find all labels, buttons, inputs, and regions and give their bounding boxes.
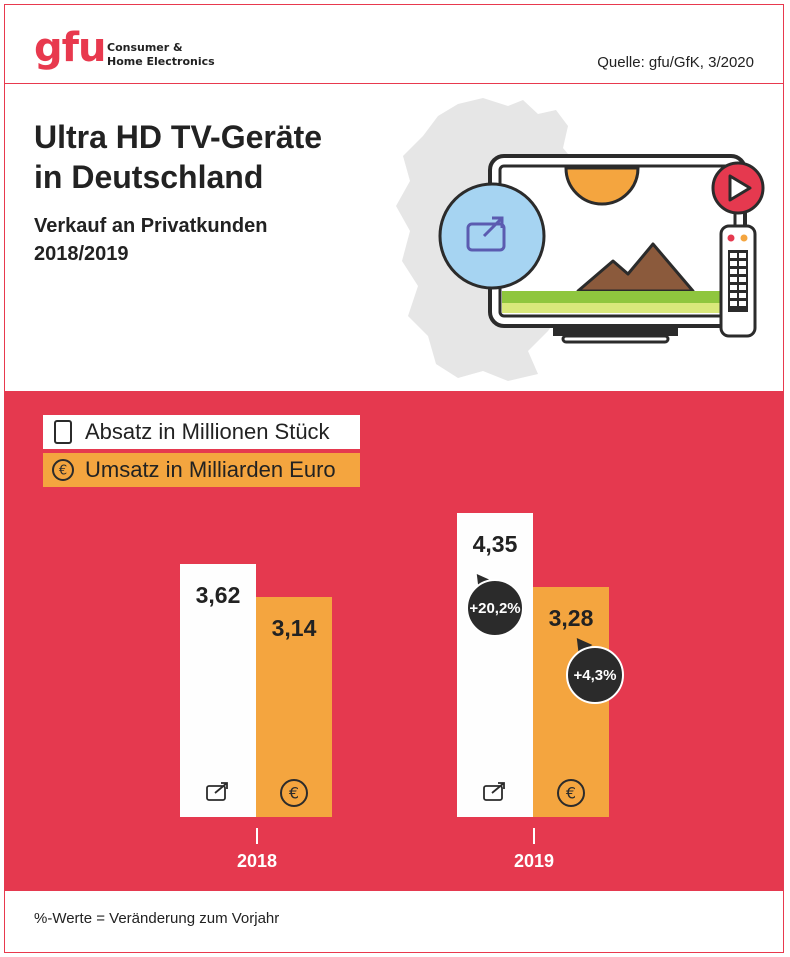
- tv-screen-icon: [206, 782, 228, 801]
- value-label-units-2018: 3,62: [195, 581, 241, 608]
- svg-text:€: €: [289, 784, 299, 803]
- legend-revenue: € Umsatz in Milliarden Euro: [43, 453, 360, 487]
- page-subtitle: Verkauf an Privatkunden 2018/2019: [34, 212, 267, 268]
- page-title: Ultra HD TV-Geräte in Deutschland: [34, 117, 322, 197]
- subtitle-line1: Verkauf an Privatkunden: [34, 215, 268, 237]
- subtitle-line2: 2018/2019: [34, 243, 129, 265]
- euro-icon: €: [557, 779, 585, 807]
- change-bubble-units-2019: +20,2%: [466, 579, 524, 637]
- value-label-units-2019: 4,35: [472, 530, 518, 557]
- x-tick-label-2019: 2019: [513, 851, 555, 871]
- logo-sub-line2: Home Electronics: [107, 55, 215, 68]
- legend-units: Absatz in Millionen Stück: [43, 415, 360, 449]
- logo-sub-line1: Consumer &: [107, 41, 183, 54]
- source-label: Quelle: gfu/GfK, 3/2020: [597, 54, 754, 71]
- euro-icon: €: [280, 779, 308, 807]
- tv-screen-icon: [483, 782, 505, 801]
- gfu-logo: gfu: [34, 25, 107, 71]
- title-line2: in Deutschland: [34, 159, 264, 195]
- x-tick-label-2018: 2018: [236, 851, 278, 871]
- value-label-revenue-2019: 3,28: [548, 605, 594, 632]
- legend-units-label: Absatz in Millionen Stück: [85, 419, 330, 444]
- sun-icon: [564, 166, 640, 206]
- svg-text:€: €: [566, 784, 576, 803]
- x-tick: [256, 828, 258, 844]
- bar-units-2019: [457, 512, 533, 817]
- svg-text:€: €: [59, 464, 67, 479]
- legend-revenue-label: Umsatz in Milliarden Euro: [85, 457, 336, 482]
- tv-screen-icon: [438, 182, 546, 290]
- change-bubble-revenue-2019: +4,3%: [566, 646, 624, 704]
- logo-subtitle: Consumer & Home Electronics: [107, 41, 215, 69]
- tv-illustration: [396, 98, 765, 381]
- footnote: %-Werte = Veränderung zum Vorjahr: [34, 910, 280, 927]
- header: gfu Consumer & Home Electronics Quelle: …: [4, 4, 784, 84]
- bar-units-2018: [180, 563, 256, 817]
- remote-icon: [719, 224, 757, 338]
- euro-icon: €: [51, 458, 75, 482]
- value-label-revenue-2018: 3,14: [271, 615, 317, 642]
- title-line1: Ultra HD TV-Geräte: [34, 119, 323, 155]
- tv-screen-icon: [51, 420, 75, 444]
- x-tick: [533, 828, 535, 844]
